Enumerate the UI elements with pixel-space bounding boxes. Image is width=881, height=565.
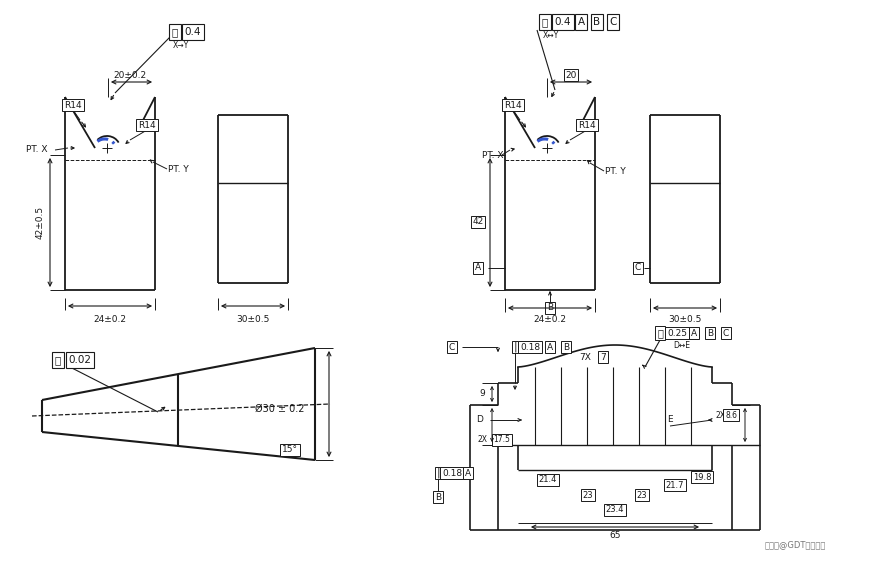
Text: ⌒: ⌒	[172, 27, 178, 37]
Text: 23: 23	[582, 490, 593, 499]
Text: 0.18: 0.18	[520, 342, 540, 351]
Text: 20: 20	[566, 71, 577, 80]
Text: 19.8: 19.8	[692, 472, 711, 481]
Text: 2X: 2X	[477, 436, 487, 445]
Text: X→Y: X→Y	[173, 41, 189, 50]
Text: A: A	[577, 17, 585, 27]
Text: 20±0.2: 20±0.2	[114, 71, 146, 80]
Text: PT. Y: PT. Y	[168, 166, 189, 175]
Text: D: D	[477, 415, 484, 424]
Text: 7X: 7X	[579, 353, 591, 362]
Text: 0.02: 0.02	[69, 355, 92, 365]
Text: PT. Y: PT. Y	[605, 167, 626, 176]
Text: R14: R14	[578, 120, 596, 129]
Text: 0.4: 0.4	[185, 27, 201, 37]
Text: R14: R14	[138, 120, 156, 129]
Text: 搜狐号@GDT形位公差: 搜狐号@GDT形位公差	[765, 541, 825, 550]
Text: Ø30 ± 0.2: Ø30 ± 0.2	[255, 404, 305, 414]
Text: B: B	[707, 328, 713, 337]
Text: PT. X: PT. X	[482, 150, 504, 159]
Text: ⌒: ⌒	[55, 355, 61, 365]
Text: 9: 9	[479, 389, 485, 398]
Text: B: B	[594, 17, 601, 27]
Text: A: A	[465, 468, 471, 477]
Text: 23.4: 23.4	[606, 506, 625, 515]
Text: R14: R14	[504, 101, 522, 110]
Text: 0.18: 0.18	[442, 468, 462, 477]
Text: 21.7: 21.7	[666, 480, 685, 489]
Text: 65: 65	[610, 531, 621, 540]
Text: 7: 7	[600, 353, 606, 362]
Text: A: A	[475, 263, 481, 272]
Text: 24±0.2: 24±0.2	[93, 315, 127, 324]
Text: C: C	[635, 263, 641, 272]
Text: 17.5: 17.5	[493, 436, 510, 445]
Text: R14: R14	[64, 101, 82, 110]
Text: A: A	[547, 342, 553, 351]
Text: |: |	[514, 342, 517, 352]
Text: A: A	[691, 328, 697, 337]
Text: ⌒: ⌒	[657, 328, 663, 338]
Text: 2X: 2X	[715, 411, 725, 419]
Text: |: |	[436, 468, 440, 478]
Text: C: C	[610, 17, 617, 27]
Text: 42±0.5: 42±0.5	[35, 206, 45, 238]
Text: D↔E: D↔E	[673, 341, 691, 350]
Text: 0.25: 0.25	[667, 328, 687, 337]
Text: B: B	[563, 342, 569, 351]
Text: 23: 23	[637, 490, 648, 499]
Text: PT. X: PT. X	[26, 146, 48, 154]
Text: E: E	[667, 415, 673, 424]
Text: 15°: 15°	[282, 445, 298, 454]
Text: 42: 42	[472, 218, 484, 227]
Text: 0.4: 0.4	[555, 17, 571, 27]
Text: 30±0.5: 30±0.5	[669, 315, 701, 324]
Text: X↔Y: X↔Y	[543, 31, 559, 40]
Text: 24±0.2: 24±0.2	[534, 315, 566, 324]
Text: C: C	[449, 342, 455, 351]
Text: 21.4: 21.4	[539, 476, 557, 485]
Text: 8.6: 8.6	[725, 411, 737, 419]
Text: C: C	[723, 328, 729, 337]
Text: B: B	[435, 493, 441, 502]
Text: B: B	[547, 303, 553, 312]
Text: ⌒: ⌒	[542, 17, 548, 27]
Text: 30±0.5: 30±0.5	[236, 315, 270, 324]
